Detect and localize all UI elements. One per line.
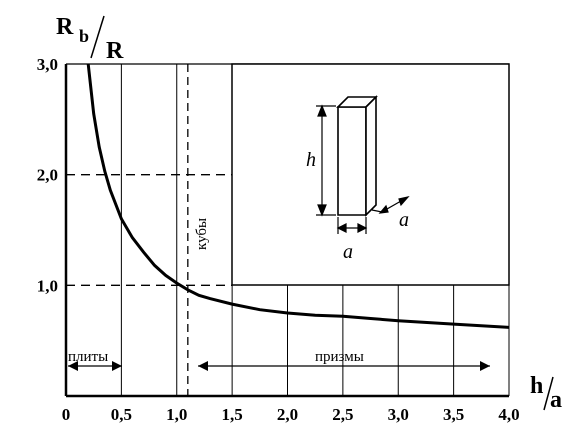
y-tick-label: 2,0: [37, 166, 58, 185]
axes: [64, 64, 509, 398]
depth-dimension: [371, 196, 410, 214]
reference-lines: [66, 64, 233, 396]
x-tick-label: 3,5: [443, 405, 464, 424]
x-axis-label: h a: [530, 373, 562, 413]
prism-drawing: [336, 95, 378, 217]
x-tick-label: 1,5: [222, 405, 243, 424]
x-tick-label: 4,0: [498, 405, 519, 424]
svg-text:b: b: [79, 26, 89, 46]
x-tick-label: 3,0: [388, 405, 409, 424]
height-label: h: [306, 149, 316, 171]
depth-label: a: [399, 209, 409, 231]
width-dimension: [336, 217, 368, 234]
x-tick-label: 0,5: [111, 405, 132, 424]
prism-front: [337, 106, 367, 216]
svg-text:h: h: [530, 373, 543, 399]
svg-text:R: R: [56, 14, 74, 40]
inset: h a a: [231, 63, 510, 286]
svg-text:a: a: [550, 387, 562, 413]
region-prisms-label: призмы: [315, 349, 364, 365]
y-axis-label: R b R: [56, 14, 124, 64]
region-prisms: призмы: [198, 349, 490, 371]
x-tick-label: 2,5: [332, 405, 353, 424]
x-tick-label: 2,0: [277, 405, 298, 424]
x-tick-labels: 0 0,5 1,0 1,5 2,0 2,5 3,0 3,5 4,0: [62, 405, 520, 424]
region-cubes: кубы: [194, 218, 210, 250]
svg-text:R: R: [106, 38, 124, 64]
region-cubes-label: кубы: [194, 218, 210, 250]
y-tick-label: 1,0: [37, 276, 58, 295]
region-plates-label: плиты: [68, 349, 108, 365]
region-plates: плиты: [68, 349, 122, 371]
x-tick-label: 0: [62, 405, 71, 424]
prism-side: [365, 95, 377, 217]
x-tick-label: 1,0: [166, 405, 187, 424]
y-tick-label: 3,0: [37, 55, 58, 74]
y-tick-labels: 3,0 2,0 1,0: [37, 55, 58, 295]
width-label: a: [343, 241, 353, 263]
series-curve: [86, 63, 510, 329]
height-dimension: [316, 104, 336, 217]
